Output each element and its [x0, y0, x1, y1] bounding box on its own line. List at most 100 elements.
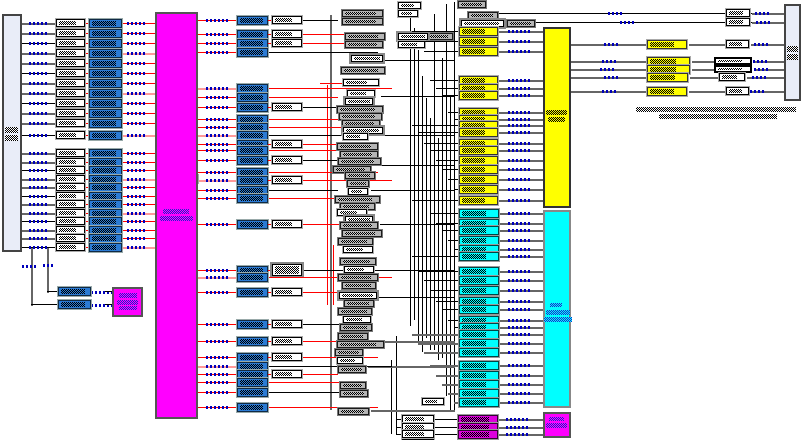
cyan-input-block[interactable] — [459, 286, 499, 295]
signal-block[interactable] — [89, 149, 122, 158]
signal-block[interactable] — [237, 156, 268, 165]
signal-name-block[interactable] — [272, 337, 302, 345]
cyan-input-block[interactable] — [459, 348, 499, 357]
cyan-input-block[interactable] — [459, 371, 499, 380]
signal-name-block[interactable] — [272, 140, 302, 148]
cluster-block[interactable] — [343, 246, 373, 253]
cluster-block[interactable] — [339, 113, 382, 120]
cluster-block[interactable] — [338, 274, 378, 281]
cyan-input-block[interactable] — [459, 389, 499, 398]
signal-block[interactable] — [237, 146, 268, 155]
signal-name-block[interactable] — [272, 30, 302, 38]
cluster-block[interactable] — [338, 333, 368, 340]
cluster-block[interactable] — [345, 33, 385, 40]
signal-name-block[interactable] — [56, 209, 85, 217]
cluster-block[interactable] — [348, 188, 368, 195]
output-name-block[interactable] — [714, 57, 752, 65]
signal-block[interactable] — [89, 131, 122, 140]
magenta-input-block[interactable] — [458, 430, 498, 439]
cyan-input-block[interactable] — [459, 339, 499, 348]
signal-block[interactable] — [237, 403, 268, 412]
signal-block[interactable] — [237, 93, 268, 102]
signal-block[interactable] — [237, 337, 268, 346]
cluster-block[interactable] — [468, 12, 498, 19]
cluster-block[interactable] — [342, 10, 383, 17]
cluster-block[interactable] — [337, 341, 384, 348]
yellow-input-block[interactable] — [459, 47, 498, 56]
cyan-input-block[interactable] — [459, 236, 499, 245]
signal-name-block[interactable] — [272, 264, 302, 276]
signal-block[interactable] — [237, 288, 268, 297]
cluster-block[interactable] — [461, 20, 504, 27]
output-name-block[interactable] — [726, 87, 749, 95]
signal-name-block[interactable] — [272, 370, 302, 378]
signal-name-block[interactable] — [56, 39, 85, 47]
signal-block[interactable] — [58, 300, 91, 309]
yellow-input-block[interactable] — [459, 185, 498, 194]
signal-block[interactable] — [237, 176, 268, 185]
signal-name-block[interactable] — [56, 149, 85, 157]
signal-name-block[interactable] — [56, 175, 85, 183]
signal-name-block[interactable] — [56, 243, 85, 251]
cluster-block[interactable] — [340, 258, 376, 265]
signal-name-block[interactable] — [272, 156, 302, 164]
cluster-block[interactable] — [398, 2, 421, 9]
signal-block[interactable] — [89, 243, 122, 252]
yellow-input-block[interactable] — [459, 156, 498, 165]
cluster-block[interactable] — [341, 67, 385, 74]
cluster-block[interactable] — [340, 382, 366, 389]
yellow-input-block[interactable] — [459, 196, 498, 205]
cluster-block[interactable] — [422, 398, 444, 405]
cluster-block[interactable] — [342, 230, 382, 237]
cyan-input-block[interactable] — [459, 330, 499, 339]
signal-name-block[interactable] — [56, 89, 85, 97]
signal-block[interactable] — [89, 49, 122, 58]
signal-name-block[interactable] — [56, 166, 85, 174]
main-magenta-module[interactable] — [155, 12, 198, 419]
signal-block[interactable] — [237, 220, 268, 229]
cyan-input-block[interactable] — [459, 209, 499, 218]
cluster-block[interactable] — [338, 408, 369, 415]
output-name-block[interactable] — [714, 65, 752, 73]
output-yellow-block[interactable] — [647, 40, 687, 49]
cyan-input-block[interactable] — [459, 398, 499, 407]
signal-block[interactable] — [237, 320, 268, 329]
cluster-block[interactable] — [338, 158, 381, 165]
left-connector[interactable] — [2, 14, 22, 252]
signal-name-block[interactable] — [56, 19, 85, 27]
signal-block[interactable] — [237, 273, 268, 282]
signal-name-block[interactable] — [56, 79, 85, 87]
signal-block[interactable] — [89, 29, 122, 38]
signal-name-block[interactable] — [56, 183, 85, 191]
cyan-input-block[interactable] — [459, 267, 499, 276]
output-yellow-block[interactable] — [647, 87, 687, 96]
cyan-input-block[interactable] — [459, 252, 499, 261]
signal-name-block[interactable] — [272, 176, 302, 184]
signal-name-block[interactable] — [272, 16, 302, 24]
signal-block[interactable] — [58, 287, 91, 296]
cluster-block[interactable] — [458, 1, 486, 8]
cluster-block[interactable] — [338, 366, 366, 373]
signal-block[interactable] — [89, 19, 122, 28]
cluster-block[interactable] — [507, 20, 535, 27]
cluster-block[interactable] — [340, 222, 378, 229]
cluster-block[interactable] — [344, 300, 374, 307]
signal-name-block[interactable] — [272, 39, 302, 47]
signal-block[interactable] — [237, 131, 268, 140]
cyan-input-block[interactable] — [459, 305, 499, 314]
signal-block[interactable] — [237, 39, 268, 48]
signal-name-block[interactable] — [56, 119, 85, 127]
cluster-block[interactable] — [340, 390, 368, 397]
signal-name-block[interactable] — [56, 99, 85, 107]
yellow-input-block[interactable] — [459, 37, 498, 46]
signal-name-block[interactable] — [56, 226, 85, 234]
yellow-input-block[interactable] — [459, 128, 498, 137]
signal-block[interactable] — [237, 388, 268, 397]
cluster-block[interactable] — [340, 324, 372, 331]
cyan-input-block[interactable] — [459, 226, 499, 235]
signal-block[interactable] — [237, 378, 268, 387]
signal-block[interactable] — [89, 79, 122, 88]
signal-name-block[interactable] — [56, 192, 85, 200]
signal-name-block[interactable] — [56, 49, 85, 57]
output-name-block[interactable] — [726, 18, 750, 26]
